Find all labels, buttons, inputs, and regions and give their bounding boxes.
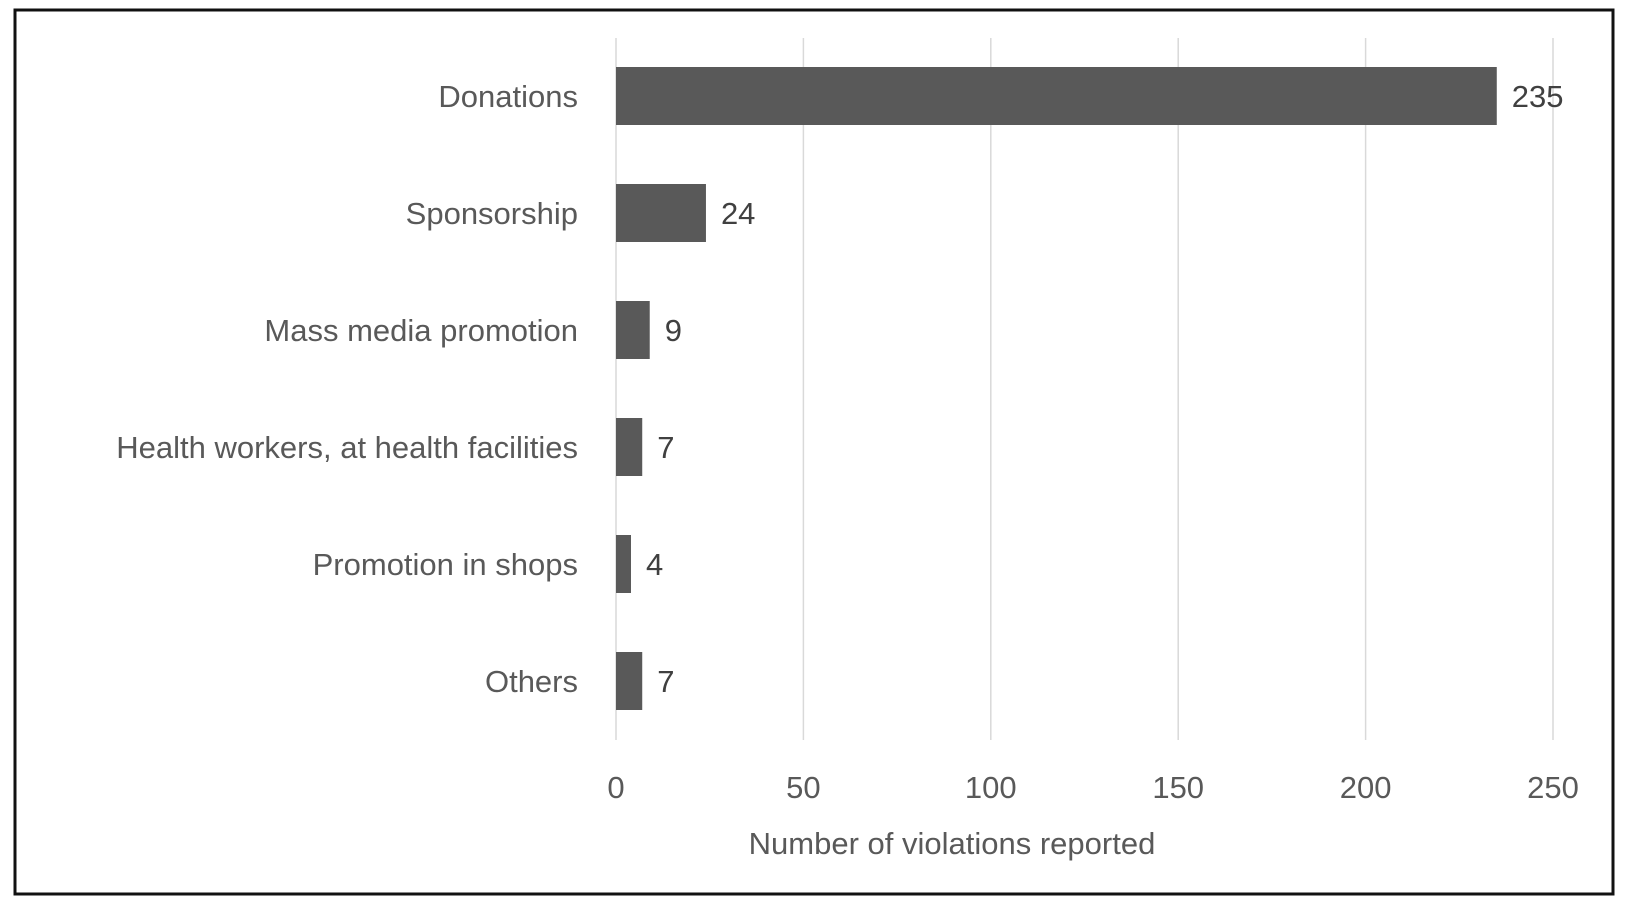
category-label: Promotion in shops: [313, 547, 578, 582]
data-label: 4: [646, 547, 663, 582]
category-labels: Donations Sponsorship Mass media promotion…: [116, 79, 578, 699]
category-label: Others: [485, 664, 578, 699]
data-label: 9: [665, 313, 682, 348]
x-axis-title: Number of violations reported: [749, 826, 1156, 861]
data-labels: 235 24 9 7 4 7: [646, 79, 1564, 699]
gridlines: [615, 38, 1554, 740]
bar-5: [616, 652, 643, 710]
x-tick-label: 200: [1340, 770, 1392, 805]
data-label: 7: [657, 664, 674, 699]
category-label: Sponsorship: [406, 196, 578, 231]
x-tick-label: 50: [786, 770, 820, 805]
x-tick-labels: 0 50 100 150 200 250: [607, 770, 1578, 805]
data-label: 7: [657, 430, 674, 465]
data-label: 24: [721, 196, 755, 231]
x-tick-label: 150: [1152, 770, 1204, 805]
x-tick-label: 0: [607, 770, 624, 805]
chart-frame: [13, 8, 1615, 896]
bars: [616, 67, 1497, 710]
category-label: Mass media promotion: [264, 313, 578, 348]
bar-0: [616, 67, 1497, 125]
bar-3: [616, 418, 643, 476]
bar-1: [616, 184, 706, 242]
x-tick-label: 250: [1527, 770, 1579, 805]
category-label: Health workers, at health facilities: [116, 430, 578, 465]
data-label: 235: [1512, 79, 1564, 114]
category-label: Donations: [438, 79, 578, 114]
x-tick-label: 100: [965, 770, 1017, 805]
bar-2: [616, 301, 650, 359]
bar-4: [616, 535, 631, 593]
